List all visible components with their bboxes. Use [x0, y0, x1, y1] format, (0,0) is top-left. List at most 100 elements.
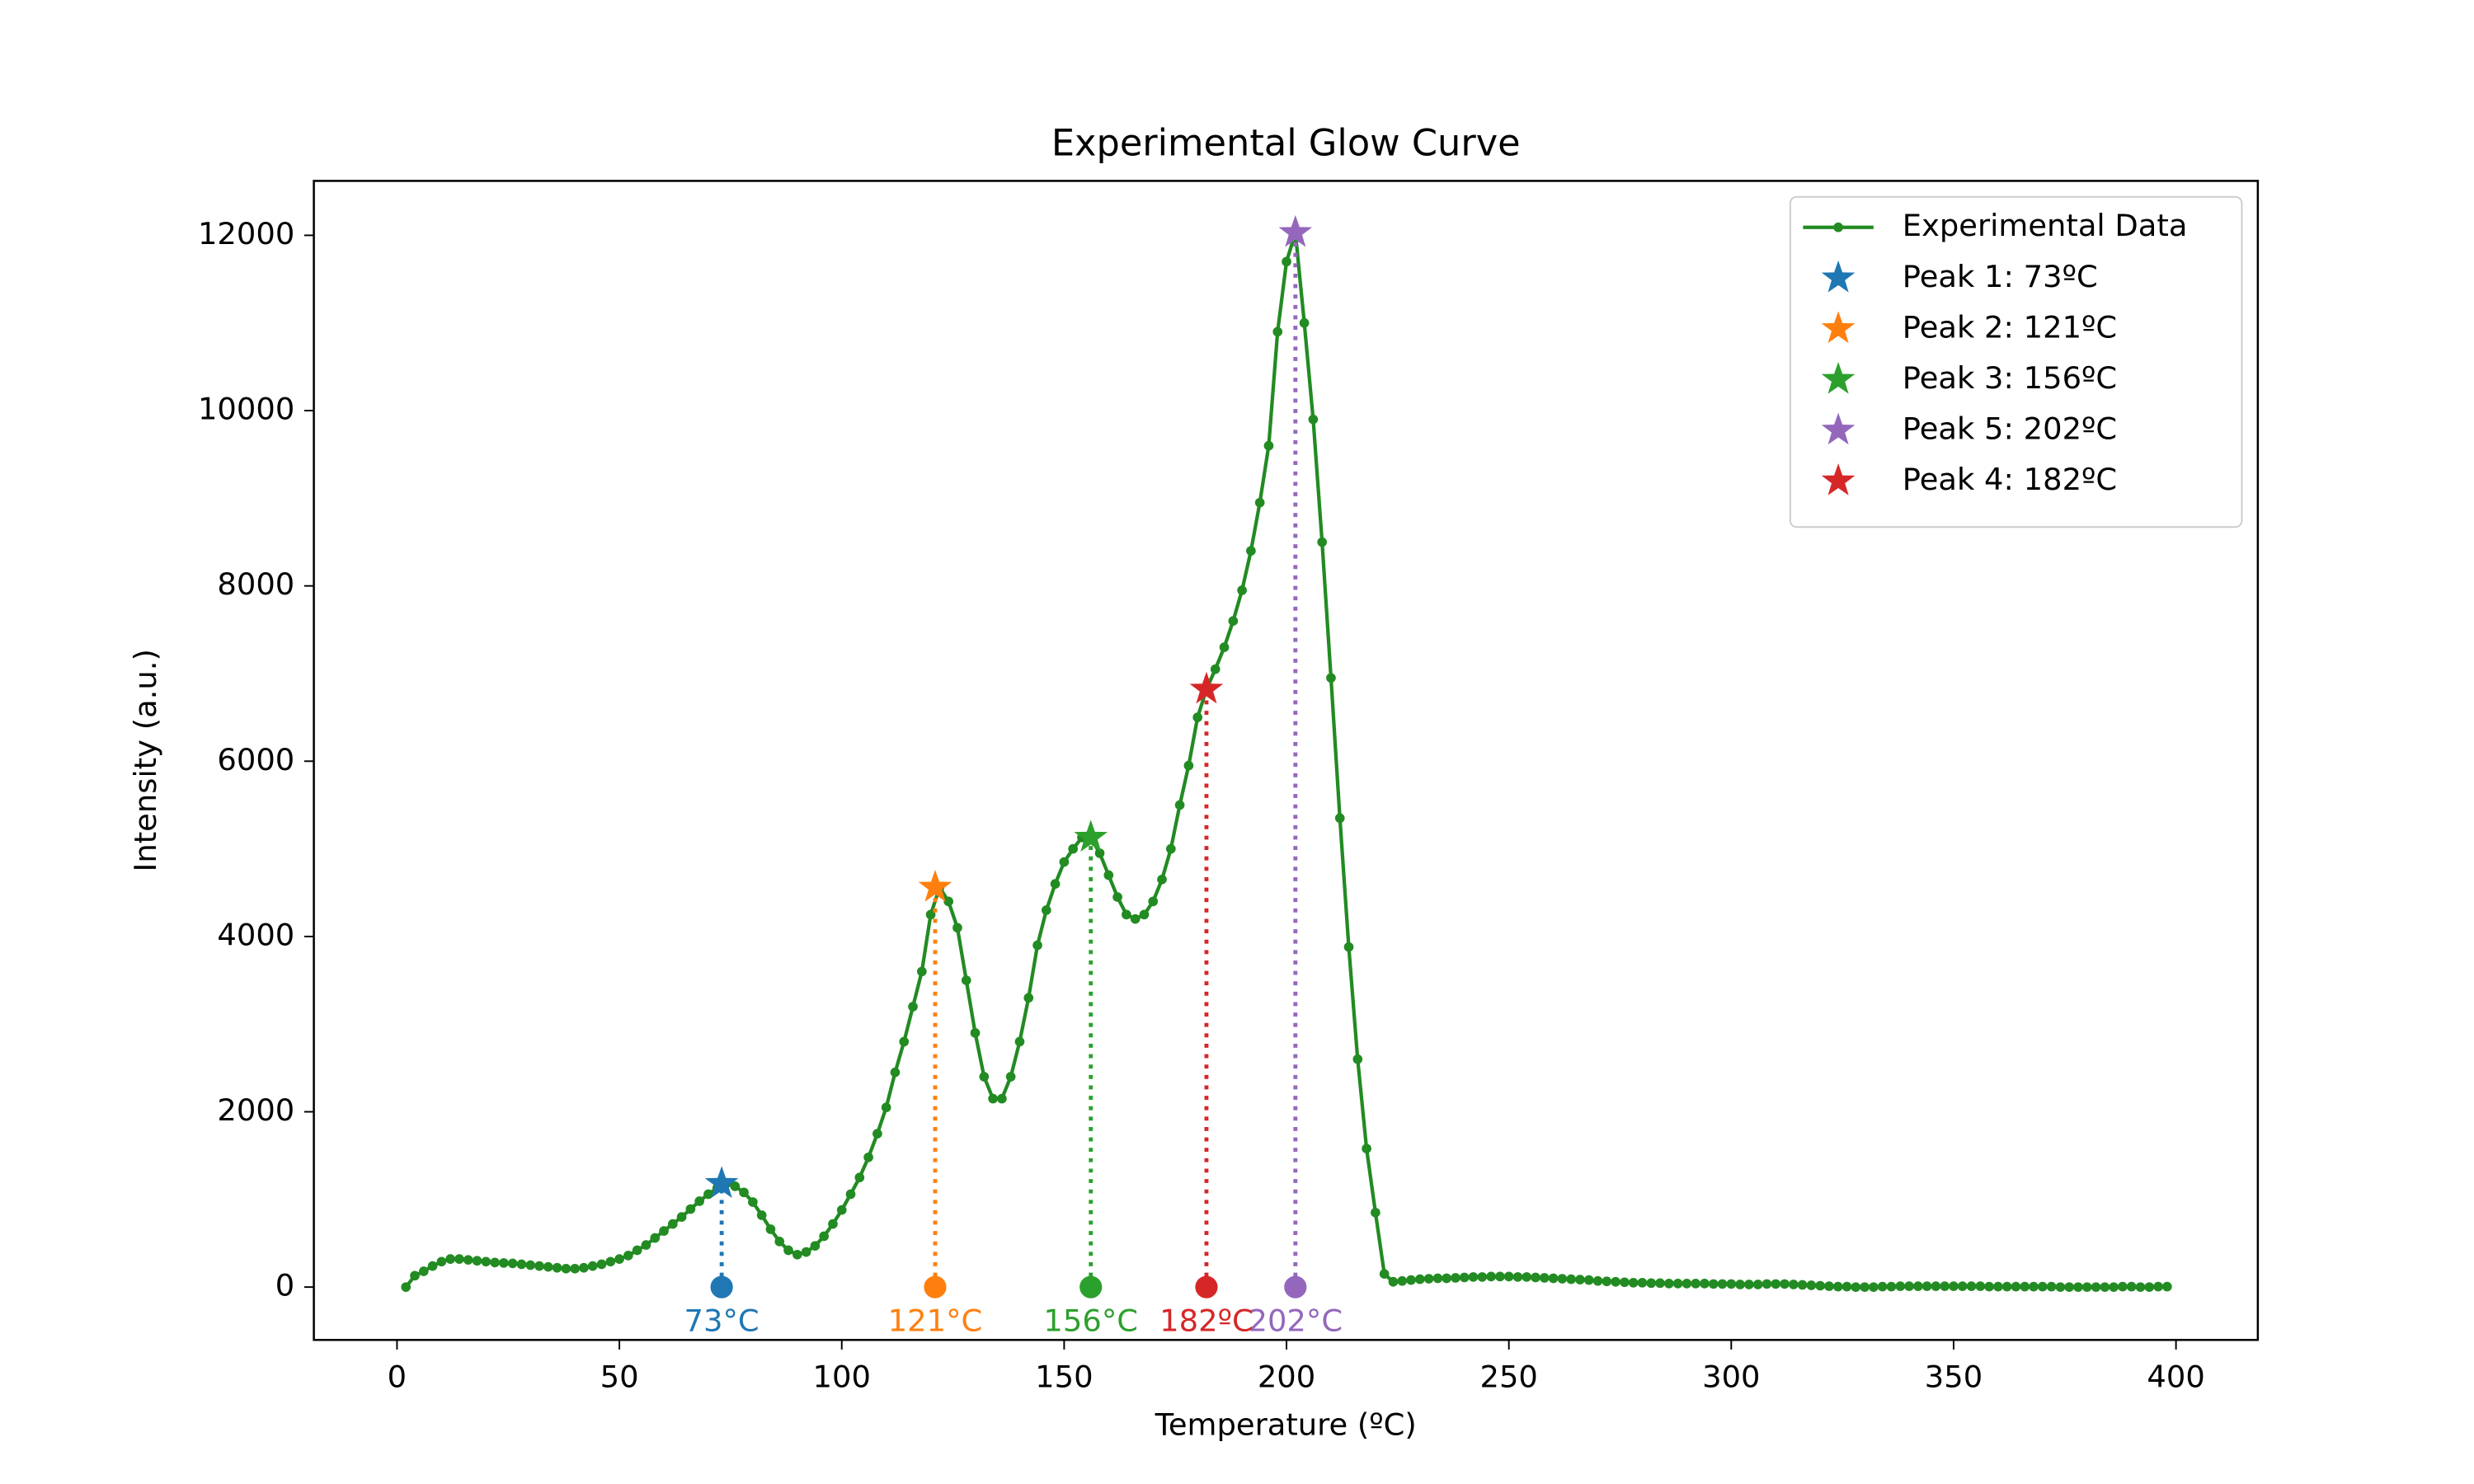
data-point	[1272, 326, 1283, 337]
peak-base-marker	[710, 1275, 733, 1298]
peak-base-marker	[1195, 1275, 1218, 1298]
data-point	[1949, 1281, 1959, 1291]
data-point	[614, 1254, 624, 1264]
data-point	[1094, 848, 1105, 858]
legend-label: Peak 2: 121ºC	[1903, 309, 2117, 345]
data-point	[1708, 1279, 1719, 1289]
data-point	[1940, 1281, 1950, 1291]
data-point	[1824, 1281, 1834, 1291]
data-point	[1637, 1277, 1648, 1288]
data-point	[507, 1258, 518, 1269]
data-point	[641, 1240, 651, 1250]
peak-base-marker	[1079, 1275, 1103, 1298]
data-point	[1282, 256, 1291, 267]
data-point	[2109, 1282, 2119, 1292]
data-point	[1512, 1272, 1523, 1282]
data-point	[472, 1256, 482, 1266]
data-point	[2001, 1281, 2012, 1292]
y-tick-label: 2000	[217, 1092, 294, 1128]
data-point	[1815, 1280, 1826, 1291]
data-point	[1921, 1281, 1932, 1291]
data-point	[1406, 1275, 1416, 1285]
data-point	[2091, 1282, 2101, 1292]
data-point	[685, 1204, 696, 1214]
data-point	[1531, 1272, 1540, 1283]
data-point	[908, 1002, 918, 1012]
data-point	[579, 1262, 589, 1273]
peak-star	[1189, 671, 1224, 704]
data-point	[1237, 585, 1247, 595]
data-point	[1832, 1281, 1843, 1292]
data-point	[1886, 1281, 1897, 1292]
data-point	[730, 1181, 741, 1191]
data-point	[1975, 1281, 1986, 1291]
data-point	[1343, 942, 1354, 952]
data-point	[1192, 712, 1202, 722]
data-point	[1459, 1272, 1470, 1283]
plot-frame	[313, 180, 2260, 1341]
data-point	[1495, 1271, 1505, 1282]
data-point	[1148, 896, 1159, 907]
data-point	[552, 1262, 562, 1273]
data-point	[1575, 1275, 1585, 1284]
data-point	[890, 1067, 901, 1078]
peak-star	[918, 870, 952, 902]
data-point	[765, 1224, 776, 1234]
data-point	[836, 1205, 847, 1215]
data-point	[774, 1237, 785, 1247]
data-point	[2126, 1281, 2137, 1292]
data-point	[1157, 874, 1167, 885]
data-point	[1165, 843, 1176, 854]
data-point	[516, 1259, 527, 1270]
data-point	[1477, 1272, 1488, 1282]
legend-label: Experimental Data	[1903, 208, 2188, 243]
data-point	[1219, 642, 1230, 652]
data-point	[899, 1036, 910, 1047]
legend-point	[1833, 222, 1843, 232]
data-point	[1451, 1273, 1460, 1283]
data-point	[481, 1256, 492, 1267]
data-point	[1005, 1072, 1016, 1082]
data-point	[819, 1231, 829, 1242]
data-point	[676, 1212, 687, 1222]
data-point	[1423, 1274, 1434, 1284]
data-point	[2064, 1282, 2075, 1292]
data-point	[1602, 1276, 1612, 1287]
data-point	[436, 1256, 447, 1267]
data-point	[1913, 1281, 1923, 1291]
data-point	[1860, 1282, 1870, 1292]
data-point	[756, 1210, 767, 1220]
data-point	[739, 1187, 749, 1198]
data-point	[1895, 1281, 1906, 1291]
legend-star	[1821, 311, 1856, 344]
x-axis-label: Temperature (ºC)	[1155, 1407, 1417, 1443]
legend-label: Peak 1: 73ºC	[1903, 259, 2098, 294]
data-point	[632, 1245, 642, 1256]
data-point	[1877, 1281, 1888, 1292]
y-tick-label: 12000	[198, 216, 294, 251]
data-point	[2135, 1282, 2146, 1292]
data-point	[1557, 1274, 1568, 1284]
chart-title: Experimental Glow Curve	[1051, 122, 1521, 165]
data-point	[534, 1261, 544, 1271]
data-point	[1628, 1277, 1639, 1288]
data-point	[1806, 1280, 1817, 1290]
data-point	[2153, 1281, 2163, 1292]
data-point	[988, 1093, 998, 1104]
data-point	[605, 1256, 616, 1267]
data-point	[1112, 892, 1122, 902]
data-point	[1050, 879, 1061, 889]
data-point	[1228, 616, 1239, 627]
data-point	[2055, 1282, 2066, 1292]
data-point	[863, 1152, 873, 1162]
data-point	[1334, 813, 1345, 824]
data-point	[659, 1226, 669, 1236]
data-point	[2046, 1281, 2057, 1292]
peak-label: 202°C	[1249, 1303, 1343, 1338]
x-tick-label: 150	[1035, 1359, 1093, 1394]
data-point	[2162, 1281, 2172, 1292]
data-point	[872, 1129, 882, 1139]
peak-label: 182ºC	[1159, 1303, 1253, 1338]
data-point	[1583, 1275, 1594, 1285]
data-point	[1299, 317, 1310, 328]
